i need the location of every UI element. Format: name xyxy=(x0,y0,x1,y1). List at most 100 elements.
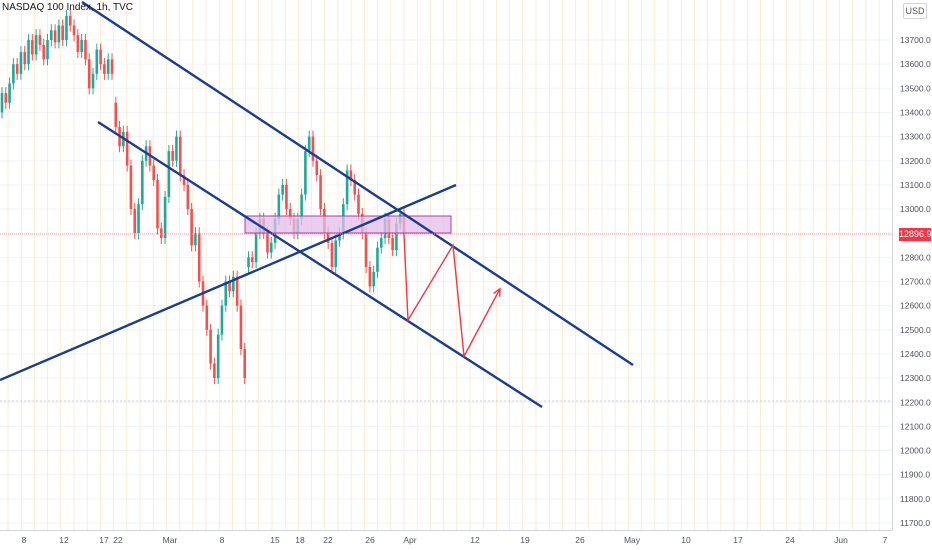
price-tick-label: 12200.0 xyxy=(900,397,931,407)
rising-trendline[interactable] xyxy=(0,183,457,382)
candle-body xyxy=(349,170,353,181)
price-axis[interactable]: 11700.0 11800.0 11900.0 12000.0 12100.0 12200… xyxy=(900,35,931,528)
candle-body xyxy=(141,160,144,205)
candle-body xyxy=(338,233,341,241)
candle-body xyxy=(319,175,322,210)
time-tick-label: 17 xyxy=(733,535,743,545)
price-tick-label: 12300.0 xyxy=(900,373,931,383)
candle-body xyxy=(239,305,243,350)
candle-body xyxy=(106,59,110,74)
time-tick-label: 22 xyxy=(323,535,333,545)
candle-body xyxy=(137,204,140,234)
candle-body xyxy=(38,35,42,45)
candle-body xyxy=(61,25,64,40)
projection-arrowhead xyxy=(493,287,501,297)
price-tick-label: 13600.0 xyxy=(900,59,931,69)
time-tick-label: 19 xyxy=(520,535,530,545)
projection-path xyxy=(403,234,501,359)
candle-body xyxy=(209,329,212,364)
candle-body xyxy=(364,233,368,268)
candle-body xyxy=(171,151,174,161)
candle-body xyxy=(95,49,99,74)
candle-body xyxy=(197,233,201,282)
price-tick-label: 12000.0 xyxy=(900,446,931,456)
candle-body xyxy=(159,228,163,239)
candle-body xyxy=(4,93,8,103)
candle-body xyxy=(65,15,68,40)
candle-body xyxy=(368,267,372,287)
candle-body xyxy=(125,131,129,166)
candle-body xyxy=(175,136,178,161)
price-tick-label: 12500.0 xyxy=(900,325,931,335)
time-tick-label: 24 xyxy=(785,535,795,545)
currency-badge[interactable]: USD xyxy=(903,3,927,19)
candle-body xyxy=(34,35,38,55)
candle-body xyxy=(326,233,330,243)
candle-body xyxy=(254,233,258,263)
candle-body xyxy=(345,170,349,205)
time-tick-label: Jun xyxy=(834,535,848,545)
candle-body xyxy=(190,209,193,246)
upper-channel-line[interactable] xyxy=(81,0,634,367)
candle-body xyxy=(330,242,334,268)
time-tick-label: 22 xyxy=(113,535,123,545)
candle-body xyxy=(379,238,383,248)
candle-body xyxy=(395,223,398,251)
candle-body xyxy=(247,257,250,268)
candle-body xyxy=(23,52,27,65)
candle-body xyxy=(232,276,235,292)
candle-body xyxy=(220,305,224,335)
candle-body xyxy=(269,242,273,253)
candle-body xyxy=(53,30,57,43)
price-tick-label: 13000.0 xyxy=(900,204,931,214)
candle-body xyxy=(12,64,15,84)
last-price-label: 12896.9 xyxy=(899,228,932,241)
time-tick-label: 8 xyxy=(220,535,225,545)
candle-body xyxy=(46,40,49,60)
candle-body xyxy=(391,238,394,251)
candle-body xyxy=(72,25,76,36)
time-tick-label: Mar xyxy=(163,535,178,545)
time-tick-label: 8 xyxy=(22,535,27,545)
candle-body xyxy=(27,40,30,65)
price-tick-label: 12800.0 xyxy=(900,252,931,262)
candle-body xyxy=(213,363,216,379)
price-tick-label: 13300.0 xyxy=(900,132,931,142)
candle-body xyxy=(372,271,375,287)
resistance-zone xyxy=(244,215,452,234)
chart-title: NASDAQ 100 Index, 1h, TVC xyxy=(2,2,133,13)
candle-body xyxy=(152,165,155,181)
candle-body xyxy=(42,44,46,60)
price-tick-label: 12100.0 xyxy=(900,421,931,431)
candle-body xyxy=(182,175,186,185)
price-tick-label: 13500.0 xyxy=(900,83,931,93)
candle-body xyxy=(110,59,114,74)
lower-channel-line[interactable] xyxy=(97,120,543,409)
candle-body xyxy=(205,305,209,330)
projection-arrows xyxy=(403,234,501,359)
candle-body xyxy=(31,40,34,55)
time-tick-label: 10 xyxy=(681,535,691,545)
candle-body xyxy=(376,247,379,272)
chart-grid xyxy=(0,0,892,530)
price-tick-label: 13100.0 xyxy=(900,180,931,190)
candle-body xyxy=(114,102,118,127)
candle-body xyxy=(251,257,254,263)
candle-body xyxy=(163,196,167,239)
price-tick-label: 11900.0 xyxy=(900,470,930,480)
candle-body xyxy=(235,276,239,306)
price-tick-label: 12600.0 xyxy=(900,301,931,311)
candle-body xyxy=(57,25,61,43)
price-tick-label: 13200.0 xyxy=(900,156,931,166)
time-tick-label: 12 xyxy=(470,535,480,545)
candle-body xyxy=(281,184,284,195)
candle-body xyxy=(76,35,80,53)
candle-body xyxy=(224,281,228,306)
candle-body xyxy=(307,136,311,152)
candle-body xyxy=(228,281,231,292)
time-axis[interactable]: 8 12 17 22 Mar 8 15 18 22 26 Apr 12 19 26 May 10 17 24 Jun… xyxy=(22,535,888,545)
candle-body xyxy=(68,15,72,26)
price-tick-label: 11800.0 xyxy=(900,494,930,504)
candle-body xyxy=(178,136,182,176)
candle-body xyxy=(300,194,303,219)
